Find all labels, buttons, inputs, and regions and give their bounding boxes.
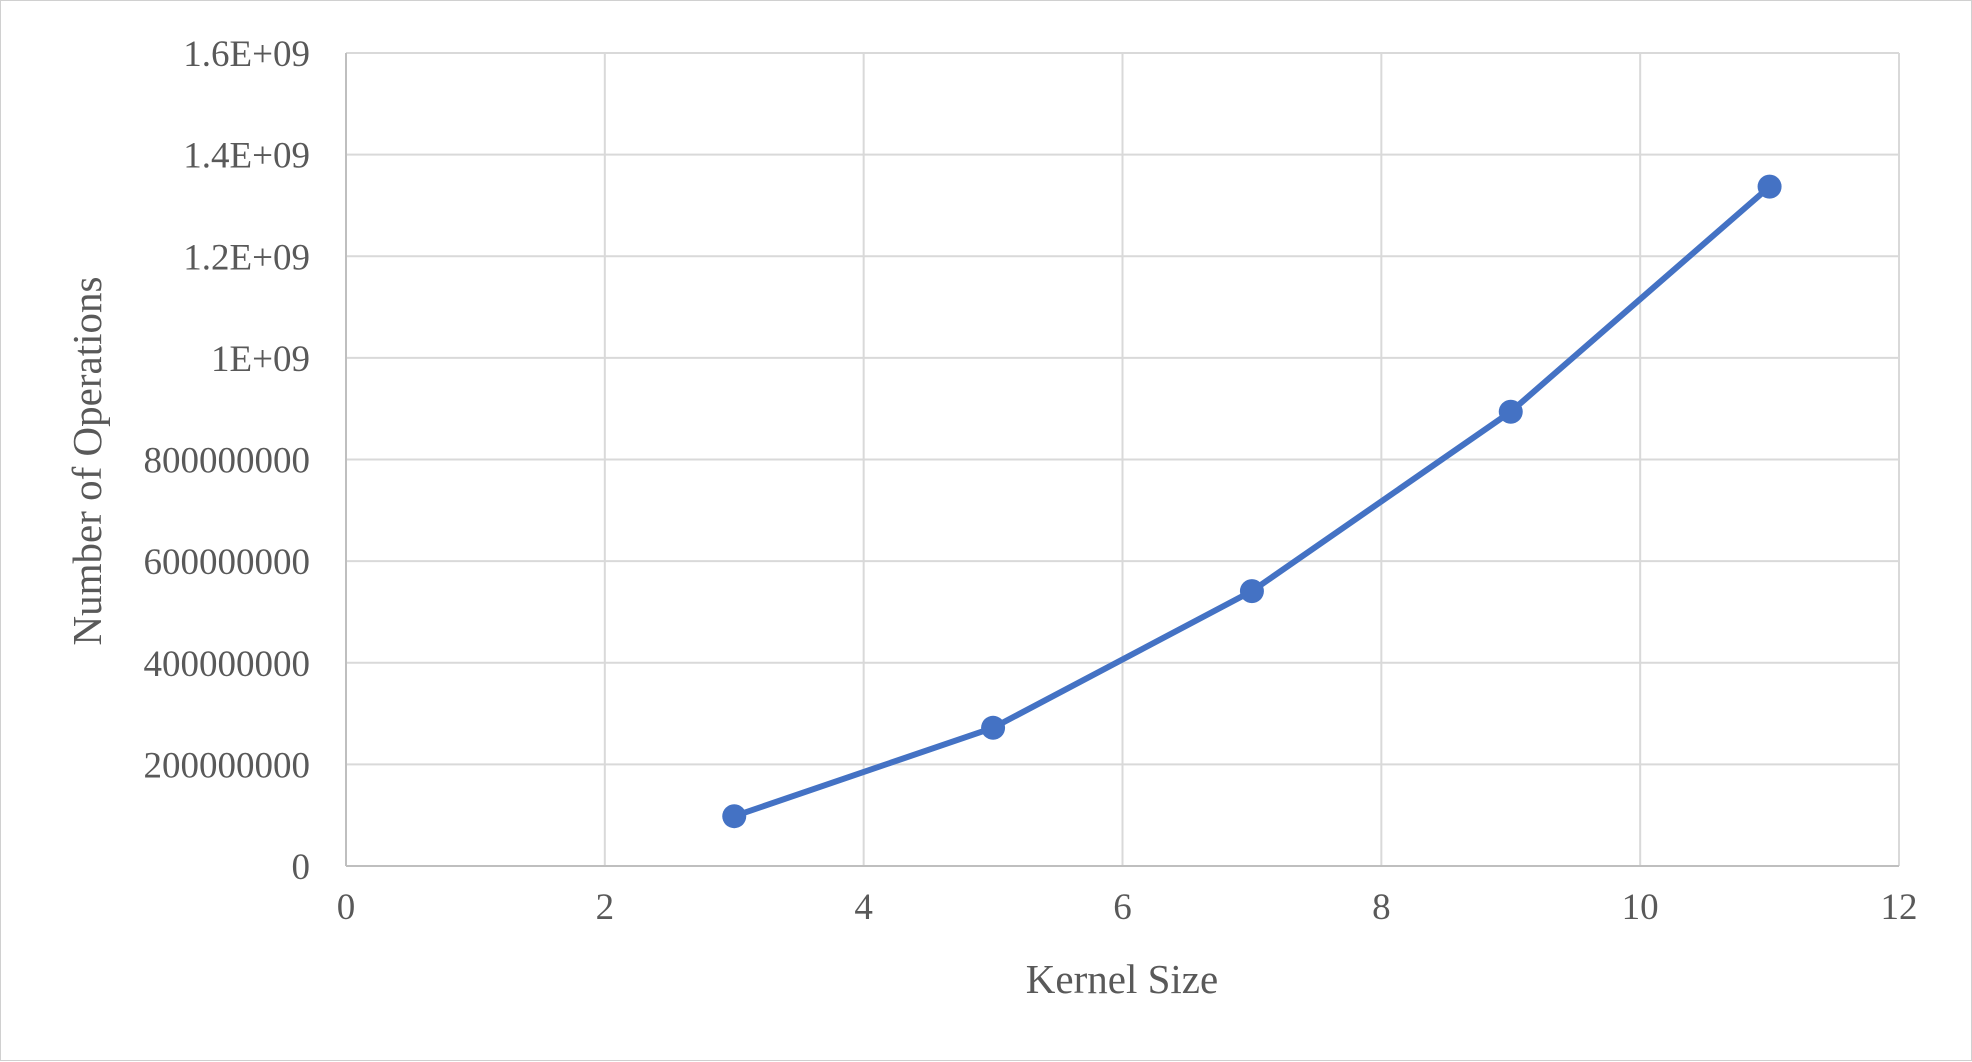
y-tick-label: 200000000	[144, 745, 311, 786]
y-tick-label: 1E+09	[211, 339, 310, 380]
y-tick-label: 1.6E+09	[183, 34, 310, 75]
x-tick-label: 10	[1622, 887, 1659, 928]
x-tick-labels: 0 2 4 6 8 10 12	[337, 887, 1918, 928]
series-group	[722, 174, 1782, 829]
gridlines	[346, 52, 1900, 866]
data-point	[1239, 579, 1264, 604]
data-point	[981, 715, 1006, 740]
x-tick-label: 0	[337, 887, 356, 928]
x-tick-label: 6	[1113, 887, 1132, 928]
x-tick-label: 4	[854, 887, 873, 928]
x-tick-label: 12	[1881, 887, 1918, 928]
data-point	[1498, 399, 1523, 424]
axes	[345, 53, 1899, 867]
y-tick-label: 0	[292, 847, 311, 888]
y-tick-label: 400000000	[144, 644, 311, 685]
y-tick-label: 800000000	[144, 441, 311, 482]
series-line	[731, 183, 1773, 820]
y-axis-title: Number of Operations	[64, 277, 110, 646]
x-axis-title: Kernel Size	[1026, 956, 1218, 1002]
y-tick-labels: 0 200000000 400000000 600000000 800000000 1E+…	[144, 34, 311, 888]
data-point	[722, 804, 747, 829]
x-tick-label: 2	[596, 887, 615, 928]
y-tick-label: 1.4E+09	[183, 136, 310, 177]
y-tick-label: 1.2E+09	[183, 237, 310, 278]
y-tick-label: 600000000	[144, 542, 311, 583]
x-tick-label: 8	[1372, 887, 1391, 928]
data-point	[1757, 174, 1782, 199]
